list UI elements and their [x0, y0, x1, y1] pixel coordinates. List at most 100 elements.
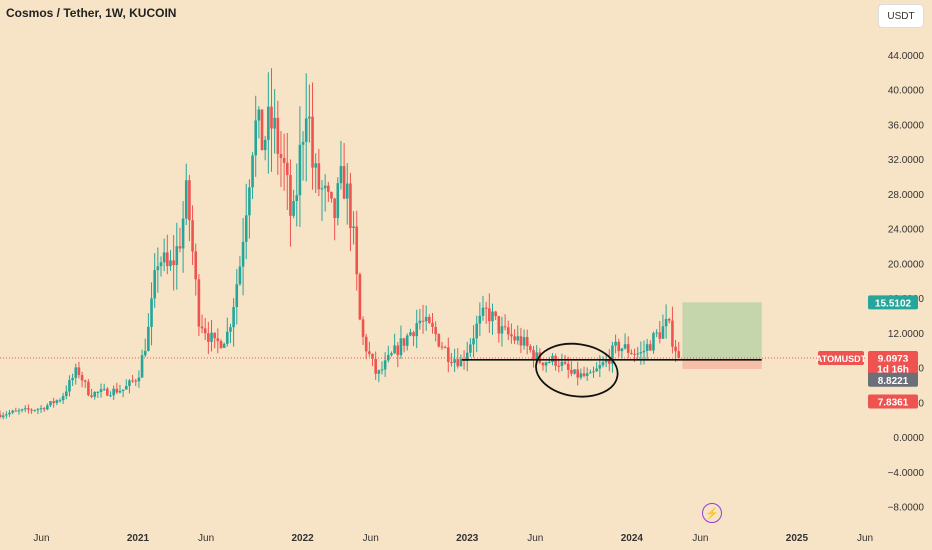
- candle-body: [387, 355, 390, 361]
- candle-body: [655, 332, 658, 334]
- candle-body: [229, 327, 232, 332]
- candle-body: [52, 401, 55, 404]
- candle-body: [342, 166, 346, 199]
- candle-body: [197, 279, 201, 327]
- candle-body: [434, 327, 437, 335]
- candle-body: [14, 410, 18, 412]
- price-label: 15.5102: [875, 298, 912, 309]
- candle-body: [30, 409, 33, 411]
- candle-body: [674, 346, 677, 352]
- candle-body: [36, 409, 40, 411]
- candle-body: [494, 311, 497, 317]
- candle-body: [589, 372, 592, 374]
- candle-body: [143, 350, 147, 356]
- candle-body: [169, 260, 172, 267]
- candle-body: [620, 348, 624, 352]
- candle-body: [614, 341, 617, 346]
- price-label-box: [868, 372, 918, 387]
- y-tick-label: 44.0000: [888, 51, 925, 62]
- candle-body: [102, 388, 106, 390]
- candle-body: [39, 408, 43, 410]
- candle-body: [497, 316, 501, 334]
- candle-body: [175, 246, 179, 266]
- candle-body: [459, 359, 463, 367]
- candle-body: [576, 369, 580, 378]
- y-tick-label: 32.0000: [888, 155, 925, 166]
- candle-body: [58, 400, 62, 402]
- candle-body: [570, 369, 573, 374]
- candle-body: [327, 185, 330, 192]
- candle-body: [607, 359, 611, 364]
- candle-body: [210, 332, 213, 342]
- candle-body: [396, 345, 400, 356]
- candle-body: [513, 336, 516, 341]
- candle-body: [219, 341, 223, 348]
- candle-body: [61, 396, 65, 401]
- candle-body: [503, 326, 507, 328]
- candle-body: [424, 316, 428, 322]
- lightning-icon[interactable]: ⚡: [702, 503, 722, 523]
- y-tick-label: 36.0000: [888, 120, 925, 131]
- candle-body: [314, 163, 317, 168]
- candle-body: [150, 298, 153, 327]
- candle-body: [364, 336, 368, 352]
- profit-zone: [682, 302, 762, 361]
- candle-body: [472, 338, 475, 345]
- y-tick-label: 24.0000: [888, 225, 925, 236]
- candle-body: [431, 322, 434, 328]
- candle-body: [295, 195, 299, 201]
- candle-body: [484, 307, 488, 309]
- x-tick-label: 2023: [456, 533, 479, 544]
- y-tick-label: −4.0000: [888, 468, 925, 479]
- price-label-box: [868, 394, 918, 409]
- candle-body: [573, 369, 576, 374]
- candle-body: [551, 355, 554, 362]
- candle-body: [320, 188, 324, 190]
- candle-body: [525, 337, 529, 347]
- candle-body: [677, 351, 681, 359]
- candle-body: [46, 405, 49, 410]
- candle-body: [23, 408, 27, 410]
- x-tick-label: Jun: [857, 533, 873, 544]
- candle-body: [270, 106, 273, 129]
- candle-body: [42, 408, 46, 410]
- candle-body: [121, 389, 125, 391]
- candle-body: [263, 139, 267, 151]
- candle-body: [241, 241, 245, 267]
- candle-body: [99, 389, 103, 392]
- candle-body: [93, 392, 97, 397]
- candle-body: [188, 180, 191, 221]
- candle-body: [592, 371, 595, 373]
- candle-body: [27, 408, 30, 410]
- candle-body: [652, 333, 655, 351]
- candle-body: [339, 166, 343, 184]
- candle-body: [604, 359, 608, 363]
- candle-body: [440, 346, 444, 348]
- x-tick-label: Jun: [33, 533, 49, 544]
- candle-body: [469, 344, 472, 353]
- candle-body: [529, 346, 532, 350]
- candle-body: [96, 391, 100, 393]
- candle-body: [301, 141, 305, 145]
- candle-body: [87, 381, 90, 396]
- candle-body: [506, 327, 510, 335]
- candle-body: [390, 353, 393, 356]
- candle-body: [453, 359, 456, 363]
- symbol-label: ATOMUSDT: [816, 354, 867, 364]
- candle-body: [402, 338, 406, 346]
- candle-body: [118, 390, 122, 393]
- candle-body: [345, 183, 349, 199]
- candle-body: [664, 318, 668, 327]
- candle-body: [200, 326, 204, 329]
- loss-zone: [682, 360, 762, 370]
- candle-body: [147, 326, 150, 351]
- candle-body: [516, 336, 520, 341]
- candle-body: [254, 120, 258, 156]
- candle-body: [178, 246, 182, 249]
- candle-body: [251, 155, 254, 188]
- candle-body: [244, 215, 248, 242]
- candle-body: [548, 361, 551, 363]
- candle-body: [83, 380, 87, 382]
- currency-button[interactable]: USDT: [878, 4, 924, 28]
